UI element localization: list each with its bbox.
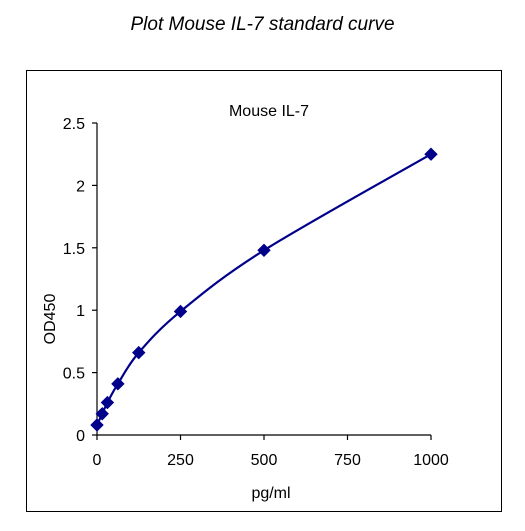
- chart-title: Mouse IL-7: [229, 103, 309, 120]
- data-point-diamond: [90, 418, 104, 432]
- x-tick-label: 500: [251, 452, 278, 469]
- chart-frame: Mouse IL-7 0 0.5 1 1.5 2 2.5 0 250 500 750 1000 O…: [26, 70, 502, 512]
- y-tick-label: 1.5: [63, 241, 85, 258]
- data-point-diamond: [111, 377, 125, 391]
- y-tick-label: 2: [76, 178, 85, 195]
- chart-plot: Mouse IL-7 0 0.5 1 1.5 2 2.5 0 250 500 750 1000 O…: [42, 103, 449, 502]
- x-tick-label: 250: [167, 452, 194, 469]
- x-tick-label: 0: [93, 452, 102, 469]
- x-axis-label: pg/ml: [251, 485, 290, 502]
- x-axis-ticks: 0 250 500 750 1000: [93, 435, 449, 469]
- y-tick-label: 0.5: [63, 366, 85, 383]
- axes: [96, 123, 431, 436]
- page-title: Plot Mouse IL-7 standard curve: [130, 14, 395, 35]
- y-axis-ticks: 0 0.5 1 1.5 2 2.5: [63, 116, 97, 445]
- y-axis-label: OD450: [42, 294, 59, 345]
- data-point-diamond: [132, 345, 146, 360]
- x-tick-label: 1000: [413, 452, 449, 469]
- series-fit-line: [96, 153, 432, 426]
- data-point-diamond: [95, 407, 109, 421]
- y-tick-label: 2.5: [63, 116, 85, 133]
- y-tick-label: 1: [76, 303, 85, 320]
- data-point-diamond: [424, 147, 438, 161]
- data-point-diamond: [173, 304, 188, 319]
- data-point-diamond: [257, 243, 271, 258]
- x-tick-label: 750: [334, 452, 361, 469]
- y-tick-label: 0: [76, 428, 85, 445]
- series-markers: [90, 147, 438, 432]
- data-point-diamond: [100, 395, 115, 410]
